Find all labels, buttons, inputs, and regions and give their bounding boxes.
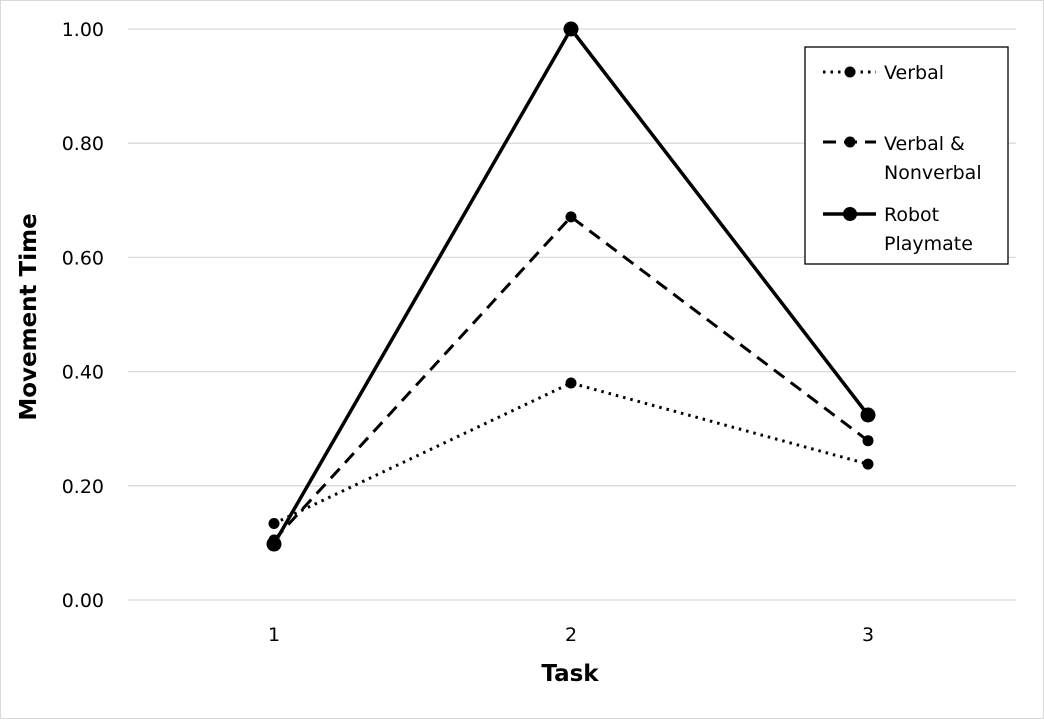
legend-item: Verbal & Nonverbal bbox=[823, 133, 982, 184]
y-tick-label: 1.00 bbox=[62, 19, 104, 41]
series-line bbox=[273, 381, 869, 525]
x-axis-title: Task bbox=[541, 661, 599, 687]
legend: Verbal Verbal & Nonverbal Robot Playmate bbox=[804, 46, 1009, 265]
data-point bbox=[268, 517, 280, 529]
series-group bbox=[268, 377, 874, 529]
x-axis-ticks: 1 2 3 bbox=[268, 624, 874, 646]
x-tick-label: 3 bbox=[862, 624, 874, 646]
legend-box bbox=[804, 46, 1009, 265]
y-tick-label: 0.80 bbox=[62, 133, 104, 155]
data-point bbox=[565, 211, 577, 223]
y-tick-label: 0.20 bbox=[62, 476, 104, 498]
legend-swatch-marker bbox=[844, 136, 856, 148]
y-tick-label: 0.60 bbox=[62, 247, 104, 269]
data-point bbox=[862, 458, 874, 470]
legend-swatch-marker bbox=[844, 66, 856, 78]
data-point bbox=[862, 435, 874, 447]
legend-label: Verbal bbox=[884, 62, 944, 84]
legend-item: Robot Playmate bbox=[823, 204, 973, 255]
data-point bbox=[860, 407, 876, 423]
y-tick-label: 0.00 bbox=[62, 590, 104, 612]
y-tick-label: 0.40 bbox=[62, 362, 104, 384]
legend-item: Verbal bbox=[823, 62, 944, 84]
x-tick-label: 1 bbox=[268, 624, 280, 646]
series bbox=[266, 21, 876, 552]
data-point bbox=[563, 21, 579, 37]
legend-swatch-marker bbox=[843, 207, 857, 221]
series-line bbox=[272, 27, 870, 545]
legend-label: Playmate bbox=[884, 233, 973, 255]
series-group bbox=[266, 21, 876, 552]
y-axis-title: Movement Time bbox=[16, 213, 42, 420]
data-point bbox=[266, 536, 282, 552]
legend-label: Nonverbal bbox=[884, 162, 982, 184]
legend-label: Verbal & bbox=[884, 133, 965, 155]
x-tick-label: 2 bbox=[565, 624, 577, 646]
y-axis-ticks: 0.00 0.20 0.40 0.60 0.80 1.00 bbox=[62, 19, 104, 612]
legend-entries: Verbal Verbal & Nonverbal Robot Playmate bbox=[823, 62, 982, 255]
data-point bbox=[565, 377, 577, 389]
legend-label: Robot bbox=[884, 204, 939, 226]
